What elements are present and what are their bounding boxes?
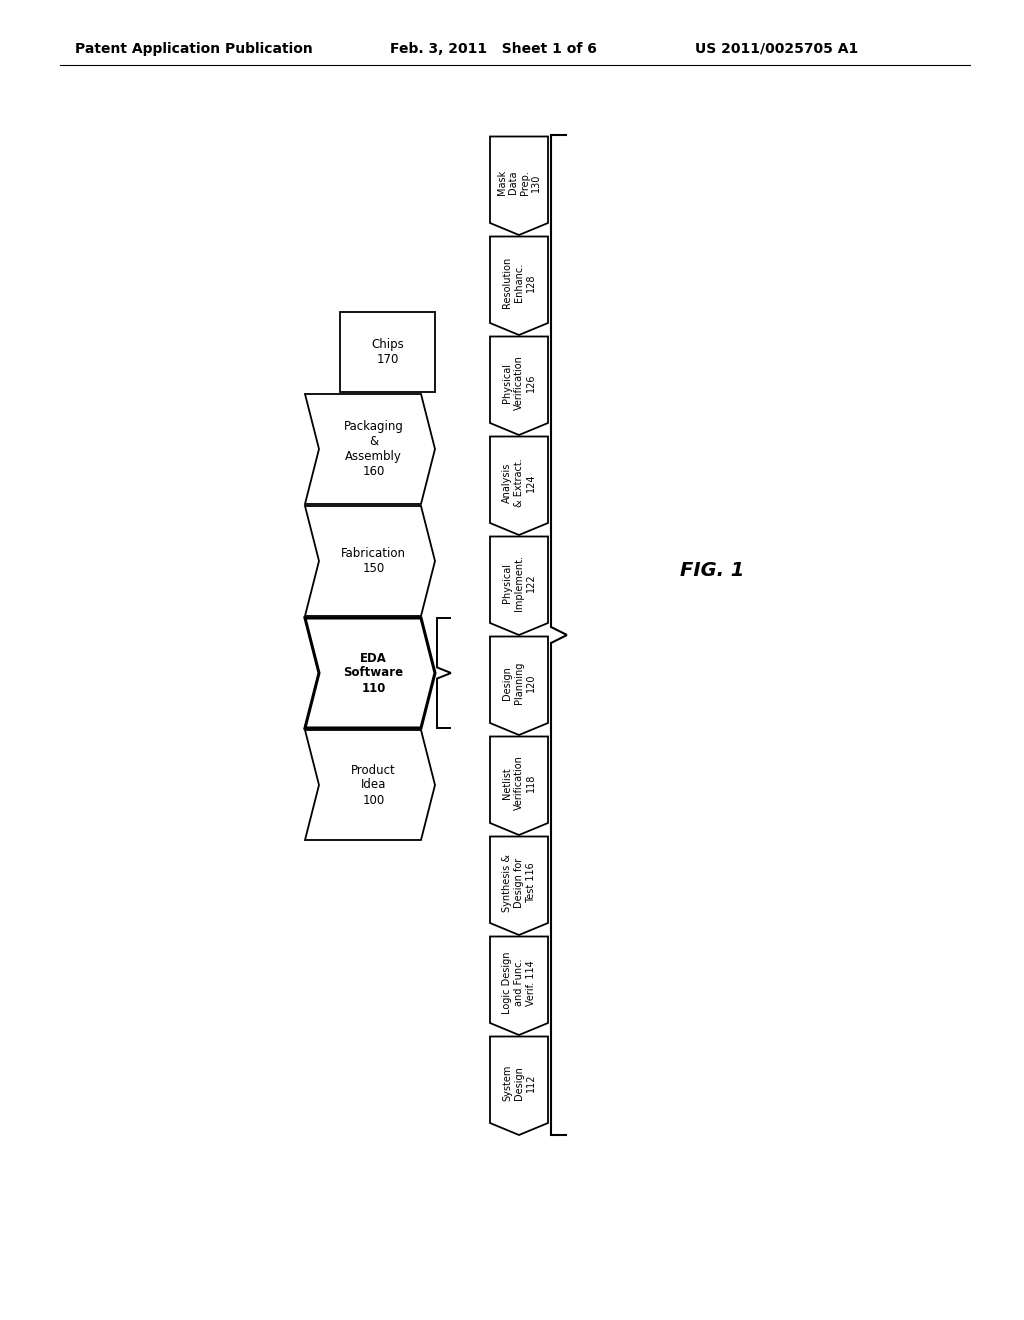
- Text: Fabrication
150: Fabrication 150: [341, 546, 406, 576]
- Text: Chips
170: Chips 170: [371, 338, 403, 366]
- Text: Logic Design
and Func.
Verif. 114: Logic Design and Func. Verif. 114: [503, 952, 536, 1014]
- Text: Mask
Data
Prep.
130: Mask Data Prep. 130: [497, 170, 542, 195]
- Polygon shape: [305, 393, 435, 504]
- Polygon shape: [490, 936, 548, 1035]
- Text: Physical
Verification
126: Physical Verification 126: [503, 355, 536, 411]
- Text: Design
Planning
120: Design Planning 120: [503, 661, 536, 704]
- Text: Synthesis &
Design for
Test 116: Synthesis & Design for Test 116: [503, 854, 536, 912]
- Polygon shape: [305, 506, 435, 616]
- Text: Packaging
&
Assembly
160: Packaging & Assembly 160: [344, 420, 403, 478]
- Polygon shape: [490, 536, 548, 635]
- Polygon shape: [490, 437, 548, 535]
- Polygon shape: [490, 837, 548, 935]
- Text: Physical
Implement.
122: Physical Implement. 122: [503, 554, 536, 611]
- Text: Resolution
Enhanc.
128: Resolution Enhanc. 128: [503, 257, 536, 309]
- Text: Product
Idea
100: Product Idea 100: [351, 763, 396, 807]
- Text: Feb. 3, 2011   Sheet 1 of 6: Feb. 3, 2011 Sheet 1 of 6: [390, 42, 597, 55]
- Polygon shape: [490, 337, 548, 436]
- Polygon shape: [305, 618, 435, 729]
- Text: FIG. 1: FIG. 1: [680, 561, 744, 579]
- Text: System
Design
112: System Design 112: [503, 1064, 536, 1101]
- Text: Patent Application Publication: Patent Application Publication: [75, 42, 312, 55]
- Text: Analysis
& Extract.
124: Analysis & Extract. 124: [503, 458, 536, 507]
- Polygon shape: [490, 236, 548, 335]
- Text: US 2011/0025705 A1: US 2011/0025705 A1: [695, 42, 858, 55]
- Polygon shape: [490, 136, 548, 235]
- Polygon shape: [490, 1036, 548, 1135]
- FancyBboxPatch shape: [340, 312, 435, 392]
- Text: Netlist
Verification
118: Netlist Verification 118: [503, 755, 536, 810]
- Polygon shape: [305, 730, 435, 840]
- Polygon shape: [490, 636, 548, 735]
- Polygon shape: [490, 737, 548, 836]
- Text: EDA
Software
110: EDA Software 110: [343, 652, 403, 694]
